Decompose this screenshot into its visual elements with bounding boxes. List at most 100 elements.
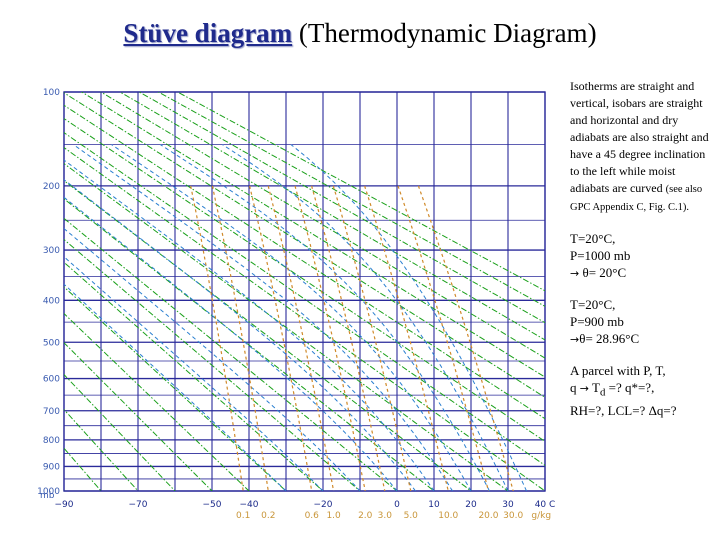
dry-adiabat [64, 490, 65, 491]
arrow-icon: → [570, 333, 580, 346]
grid [63, 91, 546, 492]
dry-adiabat [64, 312, 250, 491]
example-2-line-2: P=900 mb [570, 314, 624, 329]
mixing-ratio-line [190, 185, 244, 491]
dry-adiabat [64, 117, 545, 442]
mixing-ratio-label: 1.0 [326, 511, 341, 521]
pressure-tick-label: 800 [43, 436, 60, 446]
temperature-tick-label: 20 [465, 500, 477, 510]
mixing-ratio-line [267, 185, 335, 491]
mixing-ratio-label: 5.0 [404, 511, 419, 521]
example-2-result: θ= 28.96°C [579, 331, 640, 346]
title-rest: (Thermodynamic Diagram) [292, 18, 597, 48]
dry-adiabat [64, 408, 139, 491]
question-line-1: A parcel with P, T, [570, 363, 666, 378]
dry-adiabat [64, 342, 213, 491]
dry-adiabat [119, 92, 545, 341]
mixing-ratio-label: 2.0 [358, 511, 373, 521]
dry-adiabat [64, 447, 102, 491]
dry-adiabat [64, 238, 361, 491]
pressure-tick-label: 600 [43, 375, 60, 385]
mixing-ratio-unit-label: g/kg [531, 511, 551, 521]
moist-adiabat [222, 144, 509, 491]
pressure-tick-label: 500 [43, 338, 60, 348]
description: Isotherms are straight and vertical, iso… [570, 78, 710, 216]
dry-adiabat [64, 198, 435, 491]
moist-adiabat [111, 144, 472, 491]
moist-adiabat [64, 159, 435, 491]
pressure-tick-label: 400 [43, 296, 60, 306]
moist-adiabat [64, 179, 416, 491]
arrow-icon: → [579, 382, 589, 395]
temperature-tick-label: −50 [203, 500, 222, 510]
dry-adiabat [64, 132, 545, 466]
question-t: T [588, 380, 600, 395]
dry-adiabat [64, 92, 545, 398]
pressure-tick-label: 100 [43, 88, 60, 98]
slide-title: Stüve diagram (Thermodynamic Diagram) [0, 18, 720, 49]
curves [64, 92, 545, 491]
mixing-ratio-line [311, 185, 386, 491]
description-ref: (see also GPC Appendix C, Fig. C.1). [570, 184, 703, 213]
mixing-ratio-label: 20.0 [478, 511, 498, 521]
question-sub: d [599, 386, 606, 399]
example-1-result: θ= 20°C [579, 265, 627, 280]
moist-adiabat [73, 144, 453, 491]
mixing-ratio-label: 3.0 [378, 511, 393, 521]
example-2-line-1: T=20°C, [570, 297, 616, 312]
pressure-tick-label: 1000 [37, 487, 60, 497]
mixing-ratio-line [211, 185, 269, 491]
example-2: T=20°C, P=900 mb →θ= 28.96°C [570, 296, 710, 348]
question-line-3: RH=?, LCL=? Δq=? [570, 402, 677, 418]
question-q: q [570, 380, 580, 395]
dry-adiabat [64, 217, 398, 491]
pressure-tick-label: 700 [43, 407, 60, 417]
moist-adiabat [290, 144, 527, 491]
temperature-tick-label: 40 C [535, 500, 556, 510]
temperature-tick-label: −40 [240, 500, 259, 510]
dry-adiabat [64, 286, 287, 491]
example-1-line-3: → θ= 20°C [570, 264, 710, 282]
example-1-line-1: T=20°C, [570, 231, 616, 246]
mixing-ratio-line [332, 185, 412, 491]
example-1-line-2: P=1000 mb [570, 248, 631, 263]
temperature-tick-label: −20 [314, 500, 333, 510]
mixing-ratio-label: 30.0 [503, 511, 523, 521]
pressure-tick-label: 900 [43, 462, 60, 472]
temperature-tick-label: 10 [428, 500, 440, 510]
notes-panel: Isotherms are straight and vertical, iso… [570, 78, 710, 433]
dry-adiabat [64, 180, 472, 491]
temperature-tick-label: −90 [55, 500, 74, 510]
title-bold: Stüve diagram [123, 18, 293, 48]
pressure-unit-label: mb [40, 491, 55, 501]
question: A parcel with P, T, q → Td =? q*=?, RH=?… [570, 362, 710, 419]
moist-adiabat [64, 256, 324, 491]
question-rest: =? q*=?, [605, 380, 655, 395]
mixing-ratio-line [249, 185, 313, 491]
temperature-tick-label: 30 [502, 500, 514, 510]
dry-adiabat [64, 146, 545, 491]
mixing-ratio-line [397, 185, 490, 491]
mixing-ratio-label: 10.0 [438, 511, 458, 521]
temperature-tick-label: −70 [129, 500, 148, 510]
mixing-ratio-label: 0.1 [236, 511, 250, 521]
moist-adiabat [64, 196, 398, 491]
arrow-icon: → [570, 267, 580, 280]
dry-adiabat [64, 104, 545, 420]
pressure-tick-label: 300 [43, 246, 60, 256]
example-1: T=20°C, P=1000 mb → θ= 20°C [570, 230, 710, 282]
mixing-ratio-label: 0.6 [305, 511, 320, 521]
dry-adiabat [80, 92, 545, 378]
dry-adiabat [100, 92, 545, 359]
moist-adiabat [64, 227, 361, 491]
pressure-tick-label: 200 [43, 182, 60, 192]
description-main: Isotherms are straight and vertical, iso… [570, 79, 709, 195]
mixing-ratio-line [294, 185, 366, 491]
example-2-line-3: →θ= 28.96°C [570, 330, 710, 348]
mixing-ratio-line [417, 185, 514, 491]
temperature-tick-label: 0 [394, 500, 400, 510]
moist-adiabat [160, 144, 490, 491]
dry-adiabat [64, 261, 324, 491]
